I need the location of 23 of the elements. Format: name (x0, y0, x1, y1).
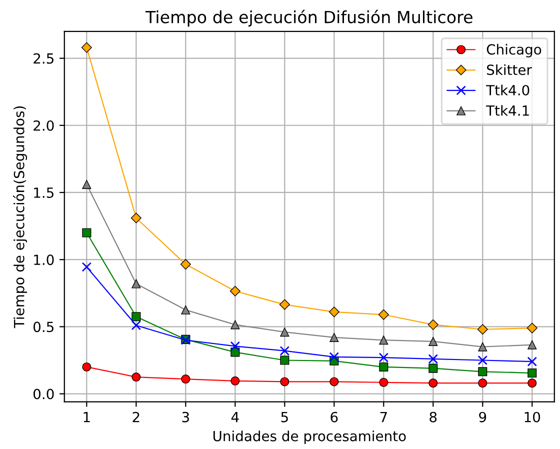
chart-title: Tiempo de ejecución Difusión Multicore (145, 10, 472, 27)
x-tick-label: 6 (330, 412, 338, 422)
y-axis-title: Tiempo de ejecución(Segundos) (13, 106, 28, 328)
legend-label: Ttk4.0 (486, 84, 530, 96)
legend-label: Skitter (486, 64, 532, 76)
legend-label: Ttk4.1 (486, 105, 529, 116)
x-tick-label: 5 (281, 412, 288, 422)
y-tick-label: 0.5 (34, 322, 54, 332)
y-tick-label: 1.5 (34, 188, 54, 198)
y-tick-label: 2.0 (34, 120, 54, 131)
x-axis-title: Unidades de procesamiento (213, 430, 406, 444)
x-tick-label: 9 (479, 412, 486, 422)
x-tick-label: 2 (132, 412, 140, 422)
y-tick-label: 0.0 (34, 388, 54, 400)
legend-label: Chicago (486, 44, 542, 58)
x-tick-label: 4 (231, 412, 239, 422)
x-tick-label: 10 (524, 412, 540, 422)
x-tick-label: 7 (380, 412, 387, 422)
x-tick-label: 8 (430, 412, 437, 422)
y-tick-label: 1.0 (34, 254, 54, 266)
x-tick-label: 3 (182, 412, 189, 422)
y-tick-label: 2.5 (34, 53, 54, 64)
x-tick-label: 1 (84, 412, 90, 422)
